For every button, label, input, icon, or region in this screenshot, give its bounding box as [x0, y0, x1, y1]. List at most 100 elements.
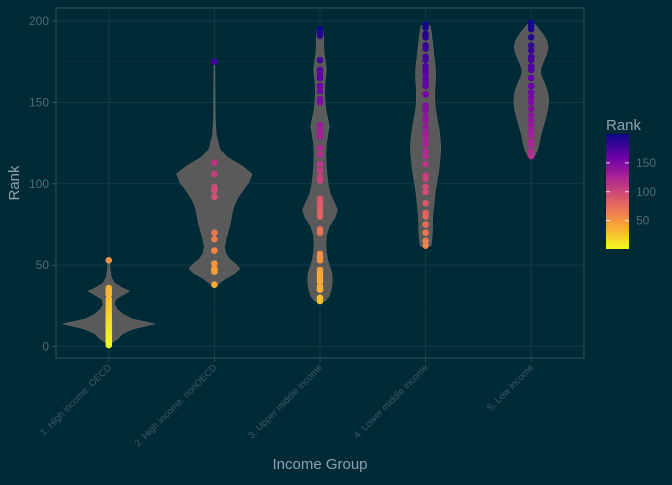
data-point — [527, 89, 535, 96]
x-tick-label: 4. Lower middle income — [352, 362, 431, 441]
data-point — [316, 257, 324, 264]
data-point — [316, 278, 324, 285]
data-point — [422, 175, 429, 183]
data-point — [316, 133, 324, 140]
data-point — [211, 281, 218, 289]
data-point — [422, 229, 429, 236]
y-tick-label: 0 — [42, 340, 49, 354]
y-tick-label: 150 — [29, 95, 49, 109]
data-point — [527, 121, 535, 129]
data-point — [422, 117, 429, 124]
data-point — [527, 47, 535, 54]
data-point — [422, 161, 429, 168]
legend-tick-label: 50 — [636, 214, 650, 228]
x-tick-label: 2. High income: nonOECD — [133, 362, 220, 449]
y-tick-label: 200 — [29, 14, 49, 28]
data-point — [527, 141, 535, 148]
data-point — [422, 69, 429, 77]
legend-tick-label: 150 — [636, 156, 656, 170]
data-point — [316, 208, 324, 215]
data-point — [422, 152, 429, 160]
data-point — [316, 167, 324, 175]
data-point — [527, 152, 535, 160]
data-point — [211, 229, 218, 236]
data-point — [316, 99, 324, 106]
data-point — [211, 260, 218, 267]
data-point — [527, 112, 535, 119]
data-point — [422, 45, 429, 52]
data-point — [527, 148, 535, 155]
data-point — [422, 221, 429, 228]
data-point — [422, 237, 429, 245]
data-point — [422, 91, 429, 98]
y-tick-label: 50 — [36, 258, 50, 272]
legend: Rank 50 100 150 — [606, 117, 656, 249]
data-point — [316, 151, 324, 158]
data-point — [527, 117, 535, 124]
data-point — [211, 58, 218, 65]
data-point — [422, 141, 429, 148]
data-point — [527, 82, 535, 90]
data-point — [422, 74, 429, 82]
data-point — [527, 126, 535, 134]
data-point — [316, 161, 324, 168]
data-point — [527, 131, 535, 139]
data-point — [527, 99, 535, 106]
data-point — [105, 341, 113, 349]
x-tick-label: 5. Low income — [485, 362, 536, 413]
y-axis-title: Rank — [6, 165, 23, 201]
data-point — [316, 32, 324, 39]
data-points — [105, 19, 535, 349]
data-point — [422, 213, 429, 220]
data-point — [316, 177, 324, 184]
data-point — [316, 82, 324, 90]
data-point — [316, 74, 324, 82]
data-point — [422, 242, 429, 249]
x-tick-label: 1. High income: OECD — [38, 362, 114, 438]
data-point — [422, 131, 429, 139]
data-point — [527, 66, 535, 74]
x-axis-title: Income Group — [272, 456, 367, 473]
legend-tick-label: 100 — [636, 185, 656, 199]
data-point — [527, 105, 535, 113]
data-point — [527, 74, 535, 82]
x-tick-label: 3. Upper middle income — [246, 362, 325, 441]
data-point — [422, 188, 429, 196]
data-point — [422, 123, 429, 131]
data-point — [527, 94, 535, 101]
data-point — [316, 66, 324, 74]
data-point — [316, 213, 324, 220]
data-point — [422, 102, 429, 109]
data-point — [422, 34, 429, 41]
data-point — [211, 187, 218, 194]
data-point — [211, 247, 218, 254]
data-point — [316, 286, 324, 293]
data-point — [527, 25, 535, 33]
y-tick-label: 100 — [29, 177, 49, 191]
data-point — [422, 148, 429, 155]
data-point — [422, 24, 429, 31]
data-point — [527, 34, 535, 41]
data-point — [422, 183, 429, 191]
data-point — [211, 193, 218, 201]
data-point — [211, 159, 218, 166]
data-point — [422, 56, 429, 64]
legend-title: Rank — [606, 117, 642, 134]
data-point — [527, 42, 535, 49]
data-point — [422, 200, 429, 207]
data-point — [316, 229, 324, 236]
data-point — [211, 268, 218, 276]
data-point — [527, 56, 535, 64]
data-point — [422, 107, 429, 114]
data-point — [316, 144, 324, 152]
data-point — [316, 297, 324, 305]
data-point — [422, 136, 429, 144]
data-point — [105, 291, 113, 298]
data-point — [316, 121, 324, 129]
data-point — [211, 235, 218, 243]
data-point — [316, 56, 324, 64]
data-point — [105, 257, 113, 264]
data-point — [211, 170, 218, 178]
